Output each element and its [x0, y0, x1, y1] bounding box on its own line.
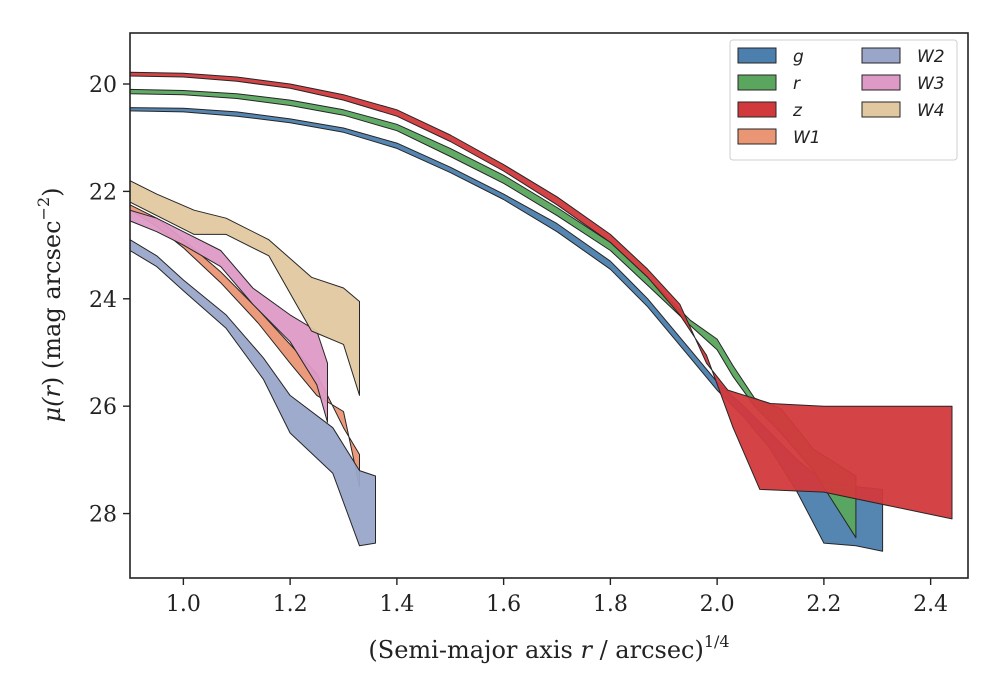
legend-label-w1: W1 — [793, 128, 821, 148]
band-w4 — [130, 180, 360, 396]
legend-swatch-w4 — [861, 101, 901, 118]
y-tick-label: 20 — [89, 73, 117, 98]
y-tick-label: 22 — [89, 180, 117, 205]
y-axis: 20 22 24 26 28 — [89, 73, 130, 528]
legend-swatch-w1 — [737, 128, 777, 145]
y-axis-title: μ(r) (mag arcsec−2) — [34, 187, 66, 422]
x-tick-label: 2.2 — [806, 592, 841, 617]
legend-swatch-w2 — [861, 47, 901, 64]
x-axis: 1.0 1.2 1.4 1.6 1.8 2.0 2.2 2.4 — [166, 578, 948, 617]
legend-swatch-w3 — [861, 74, 901, 91]
x-tick-label: 2.0 — [700, 592, 735, 617]
x-tick-label: 1.8 — [593, 592, 628, 617]
legend-frame — [729, 39, 958, 161]
band-w3 — [130, 209, 328, 423]
legend-swatch-g — [737, 47, 777, 64]
legend: grz W1 W2 W3 W4 — [729, 39, 958, 161]
y-tick-label: 26 — [89, 395, 117, 420]
legend-label-w4: W4 — [917, 101, 945, 121]
legend-label-r: r — [793, 74, 801, 94]
series-layer — [130, 71, 953, 552]
legend-swatch-r — [737, 74, 777, 91]
legend-label-w2: W2 — [917, 47, 945, 67]
legend-swatch-z — [737, 101, 777, 118]
x-tick-label: 1.2 — [273, 592, 308, 617]
x-tick-label: 1.4 — [379, 592, 414, 617]
y-tick-label: 28 — [89, 503, 117, 528]
band-g — [130, 107, 884, 552]
band-z — [130, 71, 953, 520]
x-tick-label: 2.4 — [913, 592, 948, 617]
x-tick-label: 1.6 — [486, 592, 521, 617]
x-axis-title: (Semi-major axis r / arcsec)1/4 — [368, 632, 729, 664]
plot-frame — [129, 32, 969, 579]
legend-label-w3: W3 — [917, 74, 945, 94]
y-tick-label: 24 — [89, 288, 117, 313]
legend-label-z: z — [792, 101, 803, 121]
band-r — [130, 88, 857, 539]
band-w2 — [130, 239, 376, 547]
legend-label-g: g — [793, 47, 804, 67]
x-tick-label: 1.0 — [166, 592, 201, 617]
